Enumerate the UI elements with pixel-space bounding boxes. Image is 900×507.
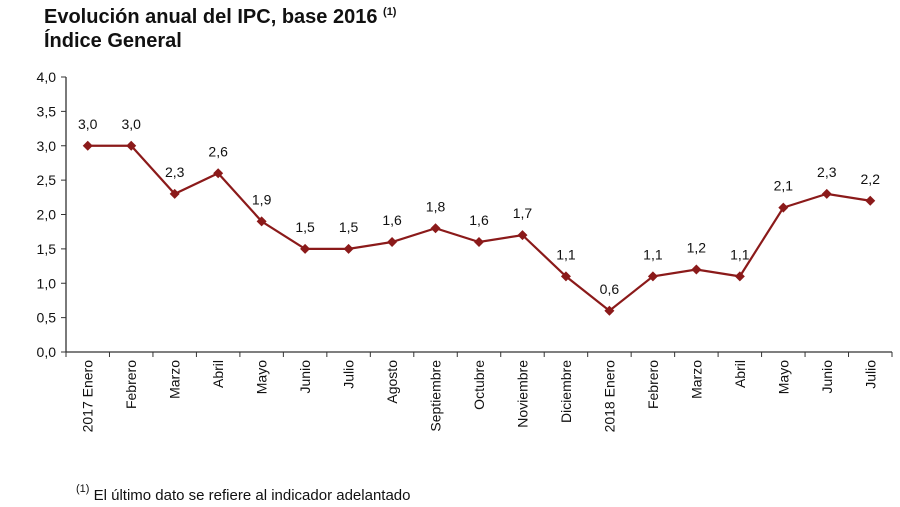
title-text: Evolución anual del IPC, base 2016 — [44, 6, 378, 28]
data-label: 2,1 — [774, 178, 794, 194]
data-point — [430, 223, 441, 234]
data-label: 1,1 — [556, 246, 576, 262]
data-label: 1,1 — [643, 246, 663, 262]
x-tick-label: Julio — [341, 360, 357, 389]
data-label: 1,5 — [295, 219, 315, 235]
data-point — [126, 140, 137, 151]
series-line — [87, 144, 871, 313]
x-tick-label: 2017 Enero — [80, 360, 96, 433]
data-point — [169, 188, 180, 199]
y-tick-label: 0,5 — [37, 310, 57, 326]
data-label: 2,3 — [165, 164, 185, 180]
x-tick-label: Octubre — [471, 360, 487, 410]
x-tick-label: Marzo — [688, 360, 704, 399]
x-tick-label: Junio — [297, 360, 313, 394]
data-point — [734, 271, 745, 282]
footnote-text: El último dato se refiere al indicador a… — [93, 487, 411, 504]
footnote-mark: (1) — [76, 483, 90, 495]
x-tick-label: Mayo — [775, 360, 791, 394]
footnote: (1) El último dato se refiere al indicad… — [76, 483, 411, 504]
data-label: 3,0 — [121, 116, 141, 132]
data-label: 1,6 — [382, 212, 402, 228]
y-tick-label: 4,0 — [37, 69, 57, 85]
y-tick-label: 3,5 — [37, 103, 57, 119]
x-tick-label: Abril — [210, 360, 226, 388]
data-label: 0,6 — [600, 281, 620, 297]
data-label: 1,9 — [252, 191, 272, 207]
data-point — [256, 216, 267, 227]
x-tick-label: Junio — [819, 360, 835, 394]
data-point — [647, 271, 658, 282]
x-tick-label: Julio — [862, 360, 878, 389]
x-tick-label: Mayo — [254, 360, 270, 394]
x-tick-label: Febrero — [123, 360, 139, 409]
data-point — [778, 202, 789, 213]
y-tick-label: 3,0 — [37, 138, 57, 154]
data-point — [300, 243, 311, 254]
x-tick-label: Marzo — [167, 360, 183, 399]
y-tick-label: 0,0 — [37, 344, 57, 360]
data-label: 1,6 — [469, 212, 489, 228]
data-point — [213, 168, 224, 179]
data-point — [517, 230, 528, 241]
y-tick-label: 2,5 — [37, 172, 57, 188]
data-label: 1,1 — [730, 246, 750, 262]
data-label: 1,7 — [513, 205, 533, 221]
x-tick-label: Abril — [732, 360, 748, 388]
data-label: 1,2 — [687, 240, 707, 256]
chart-title: Evolución anual del IPC, base 2016 (1) — [44, 6, 396, 29]
data-point — [691, 264, 702, 275]
x-tick-label: 2018 Enero — [601, 360, 617, 433]
data-point — [560, 271, 571, 282]
data-label: 1,5 — [339, 219, 359, 235]
chart-subtitle: Índice General — [44, 30, 182, 52]
data-point — [865, 195, 876, 206]
y-tick-label: 1,5 — [37, 241, 57, 257]
x-tick-label: Septiembre — [428, 360, 444, 432]
y-tick-label: 1,0 — [37, 275, 57, 291]
data-label: 2,6 — [208, 143, 228, 159]
title-note: (1) — [383, 6, 397, 18]
x-tick-label: Noviembre — [514, 360, 530, 428]
data-label: 2,2 — [861, 171, 881, 187]
data-point — [387, 237, 398, 247]
data-label: 1,8 — [426, 198, 446, 214]
data-label: 3,0 — [78, 116, 98, 132]
data-point — [821, 188, 832, 199]
x-tick-label: Agosto — [384, 360, 400, 404]
data-point — [604, 305, 615, 316]
x-tick-label: Diciembre — [558, 360, 574, 423]
data-point — [474, 237, 484, 247]
y-tick-label: 2,0 — [37, 207, 57, 223]
data-point — [82, 140, 93, 151]
data-label: 2,3 — [817, 164, 837, 180]
x-tick-label: Febrero — [645, 360, 661, 409]
data-point — [343, 243, 354, 254]
